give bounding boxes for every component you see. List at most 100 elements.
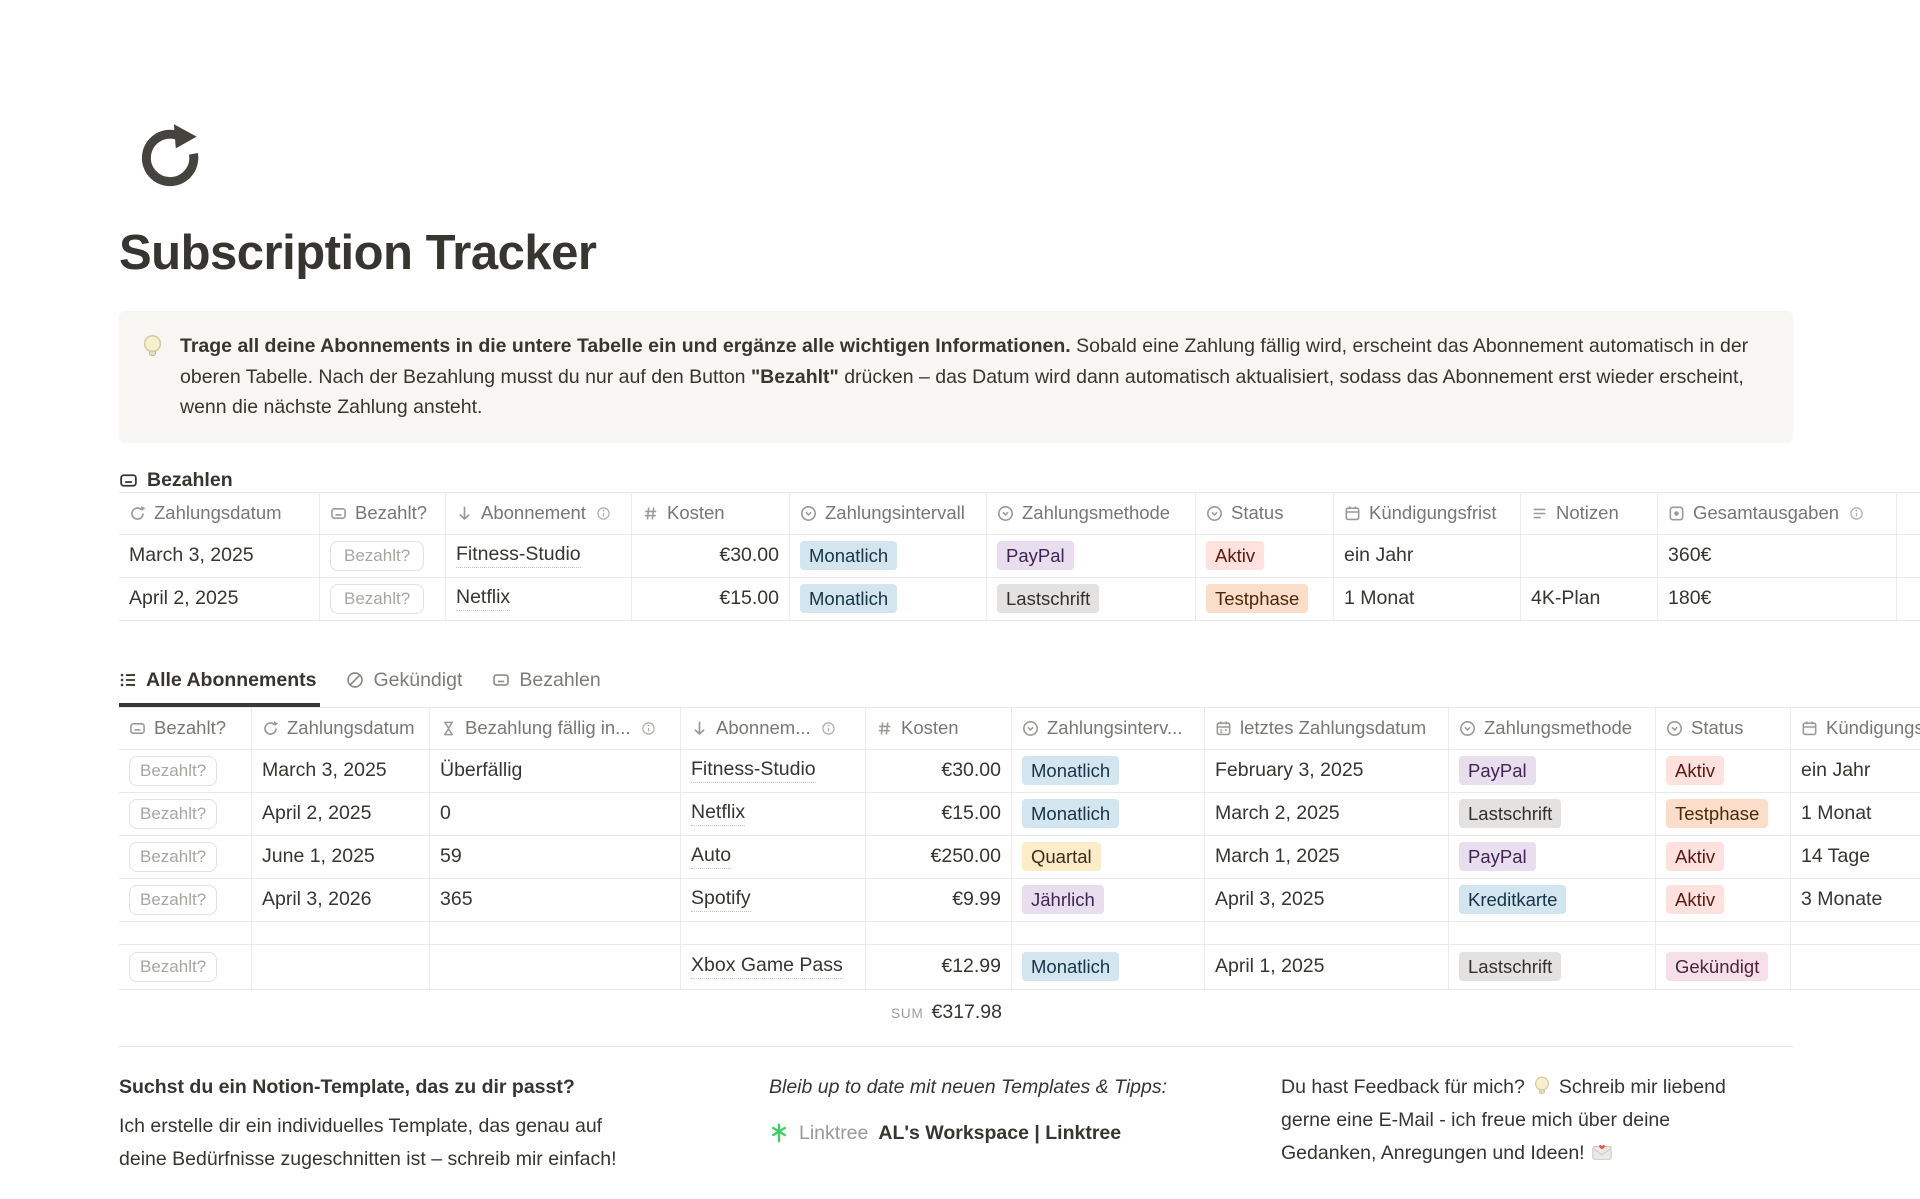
column-header-abonnement[interactable]: Abonnem... [681, 707, 866, 749]
cell-kuendigungsfrist[interactable]: 14 Tage [1801, 845, 1871, 867]
cell-zahlungsmethode[interactable]: Lastschrift [987, 577, 1196, 620]
tag: PayPal [1459, 842, 1536, 871]
column-header-zahlungsmethode[interactable]: Zahlungsmethode [987, 492, 1196, 534]
cell-zahlungsdatum[interactable] [252, 944, 430, 989]
column-header-status[interactable]: Status [1196, 492, 1334, 534]
cell-abonnement[interactable]: Netflix [446, 577, 632, 620]
due-table-heading[interactable]: Bezahlen [119, 469, 233, 492]
cell-abonnement[interactable]: Xbox Game Pass [681, 944, 866, 989]
cell-kuendigungsfrist[interactable]: ein Jahr [1334, 534, 1521, 577]
column-header-zahlungsdatum[interactable]: Zahlungsdatum [252, 707, 430, 749]
cell-abonnement[interactable]: Netflix [681, 792, 866, 835]
cell-abonnement[interactable]: Spotify [681, 878, 866, 921]
cell-abonnement[interactable]: Fitness-Studio [681, 749, 866, 792]
cell-letztes-zahlungsdatum[interactable]: April 3, 2025 [1205, 878, 1449, 921]
column-header-notizen[interactable]: Notizen [1521, 492, 1658, 534]
cell-gesamtausgaben[interactable]: 360€ [1658, 534, 1897, 577]
cell-zahlungsintervall[interactable]: Monatlich [1012, 944, 1205, 989]
cell-zahlungsmethode[interactable]: Lastschrift [1449, 944, 1656, 989]
column-header-abonnement[interactable]: Abonnement [446, 492, 632, 534]
cell-faellig-in[interactable]: 59 [430, 835, 681, 878]
cell-status[interactable]: Aktiv [1656, 878, 1791, 921]
cell-kosten[interactable]: €30.00 [866, 749, 1012, 792]
bezahlt-button[interactable]: Bezahlt? [129, 884, 218, 915]
column-header-kosten[interactable]: Kosten [866, 707, 1012, 749]
tag: Testphase [1206, 584, 1309, 613]
column-header-bezahlt[interactable]: Bezahlt? [119, 707, 252, 749]
cell-zahlungsdatum[interactable]: March 3, 2025 [119, 534, 320, 577]
cell-kosten[interactable]: €30.00 [632, 534, 790, 577]
cell-letztes-zahlungsdatum[interactable]: March 1, 2025 [1205, 835, 1449, 878]
cell-kosten[interactable]: €15.00 [866, 792, 1012, 835]
cell-kosten[interactable]: €12.99 [866, 944, 1012, 989]
column-header-zahlungsintervall[interactable]: Zahlungsintervall [790, 492, 987, 534]
cell-abonnement[interactable]: Auto [681, 835, 866, 878]
tab-alle-abonnements[interactable]: Alle Abonnements [119, 669, 321, 707]
cell-zahlungsintervall[interactable]: Monatlich [1012, 749, 1205, 792]
cell-zahlungsdatum[interactable]: April 2, 2025 [119, 577, 320, 620]
cell-faellig-in[interactable] [430, 944, 681, 989]
due-table-title: Bezahlen [147, 468, 233, 491]
cell-zahlungsdatum[interactable]: June 1, 2025 [252, 835, 430, 878]
cell-zahlungsdatum[interactable]: April 2, 2025 [252, 792, 430, 835]
cell-kosten[interactable]: €15.00 [632, 577, 790, 620]
cell-kosten[interactable]: €9.99 [866, 878, 1012, 921]
cell-kuendigungsfrist[interactable] [1791, 945, 1920, 989]
cell-kuendigungsfrist[interactable]: 3 Monate [1801, 888, 1883, 910]
cell-zahlungsintervall[interactable]: Quartal [1012, 835, 1205, 878]
bezahlt-button[interactable]: Bezahlt? [330, 583, 425, 614]
cell-abonnement[interactable]: Fitness-Studio [446, 534, 632, 577]
cell-status[interactable]: Gekündigt [1656, 944, 1791, 989]
cell-faellig-in[interactable]: 365 [430, 878, 681, 921]
column-header-bezahlt[interactable]: Bezahlt? [320, 492, 446, 534]
cell-zahlungsintervall[interactable]: Jährlich [1012, 878, 1205, 921]
cell-kosten[interactable]: €250.00 [866, 835, 1012, 878]
cell-zahlungsmethode[interactable]: PayPal [1449, 749, 1656, 792]
cell-faellig-in[interactable]: 0 [430, 792, 681, 835]
column-header-gesamtausgaben[interactable]: Gesamtausgaben [1658, 492, 1897, 534]
bezahlt-button[interactable]: Bezahlt? [330, 540, 425, 571]
cell-status[interactable]: Testphase [1656, 792, 1791, 835]
tab-gekuendigt[interactable]: Gekündigt [346, 669, 466, 707]
cell-kuendigungsfrist[interactable]: 1 Monat [1334, 577, 1521, 620]
column-header-kuendigungsfrist[interactable]: Kündigungsfrist [1334, 492, 1521, 534]
cell-status[interactable]: Aktiv [1656, 835, 1791, 878]
column-header-kuendigungsfrist[interactable]: Kündigungsfrist [1791, 708, 1920, 749]
linktree-link[interactable]: AL's Workspace | Linktree [878, 1121, 1122, 1144]
cell-letztes-zahlungsdatum[interactable]: March 2, 2025 [1205, 792, 1449, 835]
cell-zahlungsmethode[interactable]: PayPal [1449, 835, 1656, 878]
cell-zahlungsintervall[interactable]: Monatlich [1012, 792, 1205, 835]
cell-zahlungsintervall[interactable]: Monatlich [790, 577, 987, 620]
bezahlt-button[interactable]: Bezahlt? [129, 841, 218, 872]
cell-status[interactable]: Aktiv [1656, 749, 1791, 792]
cell-notizen[interactable]: 4K-Plan [1521, 577, 1658, 620]
cell-letztes-zahlungsdatum[interactable]: April 1, 2025 [1205, 944, 1449, 989]
bezahlt-button[interactable]: Bezahlt? [129, 755, 218, 786]
cell-zahlungsdatum[interactable]: March 3, 2025 [252, 749, 430, 792]
cell-kuendigungsfrist[interactable]: ein Jahr [1801, 759, 1871, 781]
cell-status[interactable]: Aktiv [1196, 534, 1334, 577]
cell-faellig-in[interactable]: Überfällig [430, 749, 681, 792]
cell-zahlungsdatum[interactable]: April 3, 2026 [252, 878, 430, 921]
column-header-status[interactable]: Status [1656, 707, 1791, 749]
bezahlt-button[interactable]: Bezahlt? [129, 798, 218, 829]
cell-notizen[interactable] [1521, 534, 1658, 577]
cell-zahlungsmethode[interactable]: Lastschrift [1449, 792, 1656, 835]
column-header-zahlungsmethode[interactable]: Zahlungsmethode [1449, 707, 1656, 749]
column-header-kosten[interactable]: Kosten [632, 492, 790, 534]
column-header-zahlungsdatum[interactable]: Zahlungsdatum [119, 492, 320, 534]
column-header-letztes-zahlungsdatum[interactable]: letztes Zahlungsdatum [1205, 707, 1449, 749]
cell-gesamtausgaben[interactable]: 180€ [1658, 577, 1897, 620]
cell-status[interactable]: Testphase [1196, 577, 1334, 620]
column-header-zahlungsintervall[interactable]: Zahlungsinterv... [1012, 707, 1205, 749]
column-header-bezahlung-faellig[interactable]: Bezahlung fällig in... [430, 707, 681, 749]
tab-bezahlen[interactable]: Bezahlen [492, 669, 604, 707]
cell-zahlungsintervall[interactable]: Monatlich [790, 534, 987, 577]
cell-zahlungsmethode[interactable]: Kreditkarte [1449, 878, 1656, 921]
bezahlt-button[interactable]: Bezahlt? [129, 951, 218, 982]
refresh-page-icon[interactable] [136, 118, 208, 194]
cell-kuendigungsfrist[interactable]: 1 Monat [1801, 802, 1872, 824]
cell-zahlungsmethode[interactable]: PayPal [987, 534, 1196, 577]
column-sum[interactable]: sum €317.98 [119, 990, 1012, 1024]
cell-letztes-zahlungsdatum[interactable]: February 3, 2025 [1205, 749, 1449, 792]
